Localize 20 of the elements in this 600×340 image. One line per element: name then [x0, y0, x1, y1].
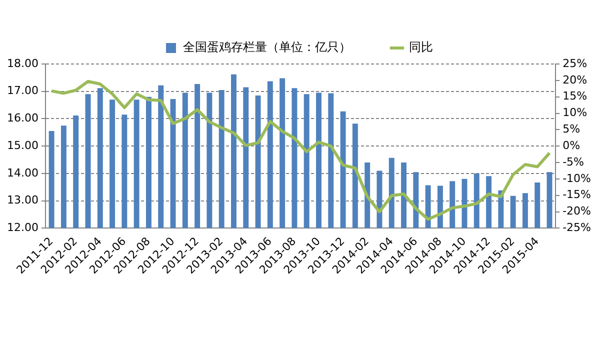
- y-tick-label: 13.00: [6, 194, 38, 207]
- y2-tick-label: -15%: [562, 188, 592, 202]
- y2-tick-label: 5%: [562, 122, 580, 136]
- y2-tick-label: 10%: [562, 106, 588, 120]
- y2-tick-label: -20%: [562, 204, 592, 218]
- legend-label: 同比: [409, 40, 433, 54]
- legend-label: 全国蛋鸡存栏量（单位：亿只）: [183, 40, 351, 54]
- y-tick-label: 14.00: [6, 166, 38, 180]
- y2-tick-label: -10%: [562, 172, 592, 185]
- y2-tick-label: 0%: [562, 138, 580, 152]
- y2-tick-label: 20%: [562, 73, 588, 86]
- y2-tick-label: -5%: [562, 155, 584, 168]
- y-tick-label: 12.00: [6, 221, 38, 234]
- y-tick-label: 18.00: [6, 56, 38, 70]
- y2-tick-label: 25%: [562, 56, 588, 70]
- y2-tick-label: 15%: [562, 90, 588, 103]
- y-tick-label: 17.00: [6, 84, 38, 98]
- y-tick-label: 15.00: [6, 138, 38, 152]
- y2-tick-label: -25%: [562, 221, 592, 234]
- y-tick-label: 16.00: [6, 112, 38, 125]
